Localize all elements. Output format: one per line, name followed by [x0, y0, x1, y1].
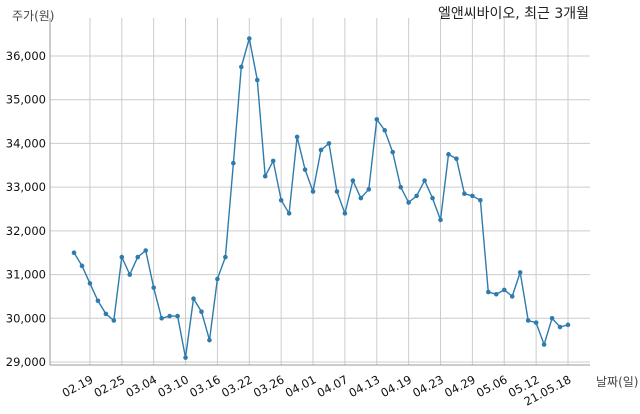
data-point: [278, 197, 284, 203]
y-tick-label: 33,000: [6, 180, 46, 194]
data-point: [398, 184, 403, 190]
x-tick-label: 03.26: [251, 372, 287, 400]
data-point: [533, 320, 539, 325]
data-point: [159, 315, 164, 321]
data-point: [549, 315, 555, 321]
grid: [50, 18, 590, 365]
data-point: [246, 36, 252, 41]
data-point: [239, 64, 244, 70]
x-tick-label: 03.16: [187, 372, 223, 400]
data-point: [390, 149, 396, 155]
data-point: [87, 281, 93, 286]
y-tick-label: 30,000: [6, 311, 46, 325]
data-point: [262, 173, 268, 179]
data-point: [422, 178, 427, 183]
data-point: [454, 156, 459, 162]
x-tick-label: 04.07: [315, 372, 351, 400]
data-point: [342, 211, 348, 216]
data-point: [191, 296, 196, 301]
data-point: [446, 152, 451, 157]
data-point: [334, 189, 340, 194]
data-point: [127, 272, 133, 277]
data-point: [119, 254, 125, 260]
data-point: [358, 195, 364, 201]
x-tick-label: 04.23: [410, 372, 446, 400]
data-point: [541, 342, 547, 347]
y-axis-title: 주가(원): [12, 9, 54, 23]
data-point: [478, 197, 483, 203]
data-point: [167, 313, 172, 319]
data-point: [151, 285, 156, 290]
data-point: [231, 160, 236, 166]
data-point: [501, 287, 507, 293]
data-point: [382, 128, 388, 133]
data-point: [103, 311, 109, 317]
data-point: [430, 195, 435, 201]
data-point: [509, 294, 515, 299]
data-point: [95, 298, 101, 304]
data-point: [470, 193, 475, 199]
x-tick-label: 03.04: [123, 372, 159, 400]
price-line: [73, 38, 569, 358]
data-point: [111, 318, 117, 323]
x-tick-label: 04.13: [347, 372, 383, 400]
data-point: [493, 291, 499, 297]
data-point: [183, 355, 188, 360]
x-tick-label: 05.06: [474, 372, 510, 400]
series: [71, 36, 571, 360]
chart-title: 엘앤씨바이오, 최근 3개월: [438, 6, 589, 22]
data-point: [79, 263, 85, 269]
data-point: [366, 187, 372, 192]
data-point: [254, 77, 260, 83]
data-point: [486, 289, 491, 295]
y-tick-label: 35,000: [6, 93, 46, 107]
x-tick-label: 04.29: [442, 372, 478, 400]
data-point: [374, 117, 380, 122]
data-point: [135, 254, 141, 260]
data-point: [310, 189, 316, 194]
data-point: [438, 217, 443, 223]
x-tick-label: 04.19: [378, 372, 414, 400]
data-point: [223, 254, 228, 260]
y-tick-label: 36,000: [6, 49, 46, 63]
data-point: [517, 270, 523, 275]
axes: 29,000 30,000 31,000 32,000 33,000 34,000 35,0…: [6, 18, 590, 409]
data-point: [270, 158, 276, 164]
x-tick-label: 02.19: [60, 372, 96, 400]
x-axis-title: 날짜(일): [596, 375, 638, 389]
y-tick-label: 34,000: [6, 136, 46, 150]
data-point: [565, 322, 571, 328]
x-tick-label: 02.25: [92, 372, 128, 400]
data-point: [318, 147, 324, 153]
data-point: [326, 141, 332, 146]
data-point: [175, 313, 180, 319]
x-tick-label: 03.10: [155, 372, 191, 400]
y-tick-label: 29,000: [6, 355, 46, 369]
data-point: [414, 193, 419, 199]
data-point: [286, 211, 292, 216]
data-point: [462, 191, 467, 196]
data-point: [406, 200, 411, 205]
data-point: [302, 167, 308, 172]
y-tick-label: 32,000: [6, 224, 46, 238]
data-point: [215, 276, 220, 282]
x-tick-label: 04.01: [283, 372, 319, 400]
data-point: [294, 134, 300, 140]
data-point: [143, 248, 149, 253]
data-point: [557, 324, 563, 330]
data-point: [71, 250, 77, 256]
x-tick-label: 03.22: [219, 372, 255, 400]
data-point: [350, 178, 356, 183]
data-point: [525, 318, 531, 323]
y-tick-label: 31,000: [6, 268, 46, 282]
data-point: [199, 309, 204, 315]
data-point: [207, 337, 212, 343]
